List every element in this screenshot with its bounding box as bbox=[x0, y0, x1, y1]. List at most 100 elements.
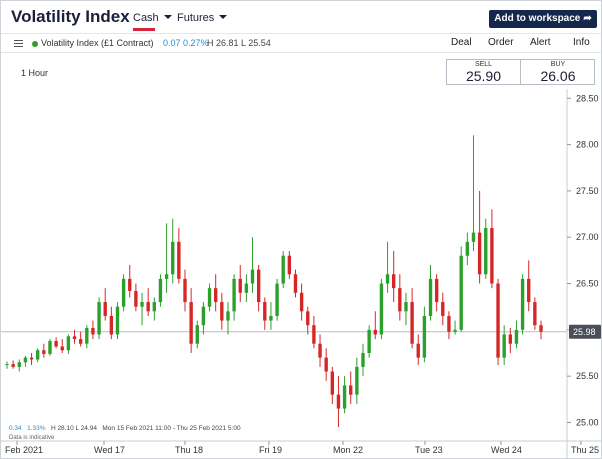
candle-body bbox=[121, 278, 126, 307]
y-tick-label: 28.50 bbox=[576, 93, 599, 103]
candle-body bbox=[533, 302, 537, 326]
candle-body bbox=[496, 283, 500, 358]
candle-body bbox=[459, 255, 463, 330]
candle-body bbox=[453, 329, 457, 332]
candle-body bbox=[244, 283, 249, 293]
candle-body bbox=[140, 302, 144, 307]
candle-body bbox=[281, 255, 285, 284]
y-tick-label: 25.00 bbox=[576, 417, 599, 427]
buy-label: BUY bbox=[550, 61, 566, 68]
candle-body bbox=[60, 346, 64, 351]
candle-body bbox=[287, 255, 292, 275]
candle-body bbox=[195, 325, 199, 344]
candle-body bbox=[367, 329, 371, 353]
price-change-percent: 0.27% bbox=[183, 38, 209, 48]
candle-body bbox=[514, 329, 519, 344]
chevron-down-icon bbox=[163, 15, 172, 19]
candle-body bbox=[207, 288, 212, 307]
sell-button[interactable]: SELL 25.90 bbox=[447, 60, 521, 84]
candle-body bbox=[447, 315, 451, 332]
tab-cash-label: Cash bbox=[133, 12, 159, 24]
candle-body bbox=[250, 269, 255, 284]
candle-body bbox=[422, 315, 427, 358]
candle-body bbox=[355, 366, 359, 395]
candle-body bbox=[379, 283, 384, 335]
candle-body bbox=[410, 302, 414, 344]
alert-menu[interactable]: Alert bbox=[530, 37, 551, 48]
candle-body bbox=[508, 334, 512, 344]
candle-body bbox=[392, 274, 396, 289]
candle-body bbox=[428, 278, 433, 316]
x-tick-label: Thu 18 bbox=[175, 445, 203, 455]
candle-body bbox=[183, 278, 187, 303]
price-box: SELL 25.90 BUY 26.06 bbox=[446, 59, 595, 85]
header: Volatility Index Cash Futures Add to wor… bbox=[1, 1, 601, 33]
high-low: H 26.81 L 25.54 bbox=[207, 38, 271, 48]
candle-body bbox=[5, 364, 9, 366]
candle-body bbox=[103, 302, 107, 316]
range-stats: 0.34 1.33% H 28.10 L 24.94 Mon 15 Feb 20… bbox=[9, 425, 241, 432]
candle-body bbox=[349, 385, 353, 395]
candle-body bbox=[146, 302, 150, 312]
candle-body bbox=[306, 311, 310, 326]
candle-body bbox=[404, 302, 408, 312]
candle-body bbox=[36, 350, 40, 360]
x-tick-label: Wed 17 bbox=[94, 445, 125, 455]
y-tick-label: 28.00 bbox=[576, 140, 599, 150]
add-to-workspace-label: Add to workspace bbox=[494, 13, 581, 24]
x-axis: Feb 2021 Wed 17 Thu 18 Fri 19 Mon 22 Tue 23 We… bbox=[5, 441, 599, 455]
candle-body bbox=[109, 315, 114, 335]
candle-body bbox=[385, 274, 390, 284]
candle-body bbox=[214, 288, 218, 303]
candle-body bbox=[256, 269, 261, 303]
tab-futures-label: Futures bbox=[177, 12, 215, 24]
info-menu[interactable]: Info bbox=[573, 37, 590, 48]
current-price-label: 25.98 bbox=[573, 327, 596, 337]
interval-selector[interactable]: 1 Hour bbox=[21, 68, 49, 78]
candle-body bbox=[78, 339, 83, 344]
current-price-box bbox=[569, 324, 601, 339]
tab-futures[interactable]: Futures bbox=[177, 12, 228, 24]
x-tick-label: Thu 25 bbox=[571, 445, 599, 455]
candle-body bbox=[171, 241, 175, 275]
buy-button[interactable]: BUY 26.06 bbox=[521, 60, 595, 84]
candle-body bbox=[23, 357, 28, 363]
order-menu[interactable]: Order bbox=[488, 37, 514, 48]
candle-body bbox=[299, 292, 304, 312]
x-tick-label: Tue 23 bbox=[415, 445, 443, 455]
candle-body bbox=[330, 371, 334, 395]
candle-body bbox=[527, 278, 531, 303]
date-range: Mon 15 Feb 2021 11:00 - Thu 25 Feb 2021 … bbox=[102, 425, 241, 432]
add-to-workspace-button[interactable]: Add to workspace ➦ bbox=[489, 10, 597, 28]
instrument-name: Volatility Index (£1 Contract) bbox=[41, 38, 154, 48]
candle-body bbox=[201, 306, 206, 326]
sell-price: 25.90 bbox=[465, 68, 502, 84]
buy-price: 26.06 bbox=[540, 68, 576, 84]
candle-body bbox=[342, 385, 347, 409]
deal-menu[interactable]: Deal bbox=[451, 37, 472, 48]
candle-body bbox=[177, 241, 181, 279]
candle-body bbox=[312, 325, 316, 344]
candle-body bbox=[134, 290, 138, 307]
candle-body bbox=[189, 302, 193, 344]
candle-body bbox=[263, 302, 267, 321]
chart-toolbar: Volatility Index (£1 Contract) 0.07 0.27… bbox=[1, 33, 601, 53]
candle-body bbox=[336, 394, 341, 409]
candle-body bbox=[441, 302, 445, 316]
candle-body bbox=[128, 278, 132, 291]
hamburger-menu-icon[interactable] bbox=[14, 40, 23, 47]
price-chart[interactable]: 28.5028.0027.5027.0026.5026.0025.5025.00… bbox=[1, 85, 601, 459]
candle-body bbox=[539, 325, 543, 332]
candle-body bbox=[220, 302, 224, 321]
range-change-percent: 1.33% bbox=[27, 425, 46, 432]
page-title: Volatility Index bbox=[11, 7, 130, 26]
x-tick-label: Fri 19 bbox=[259, 445, 282, 455]
candle-body bbox=[416, 343, 420, 358]
sell-label: SELL bbox=[474, 61, 493, 68]
candle-body bbox=[318, 343, 322, 358]
candle-body bbox=[484, 227, 488, 275]
candle-body bbox=[115, 306, 120, 335]
tab-cash[interactable]: Cash bbox=[133, 12, 172, 24]
